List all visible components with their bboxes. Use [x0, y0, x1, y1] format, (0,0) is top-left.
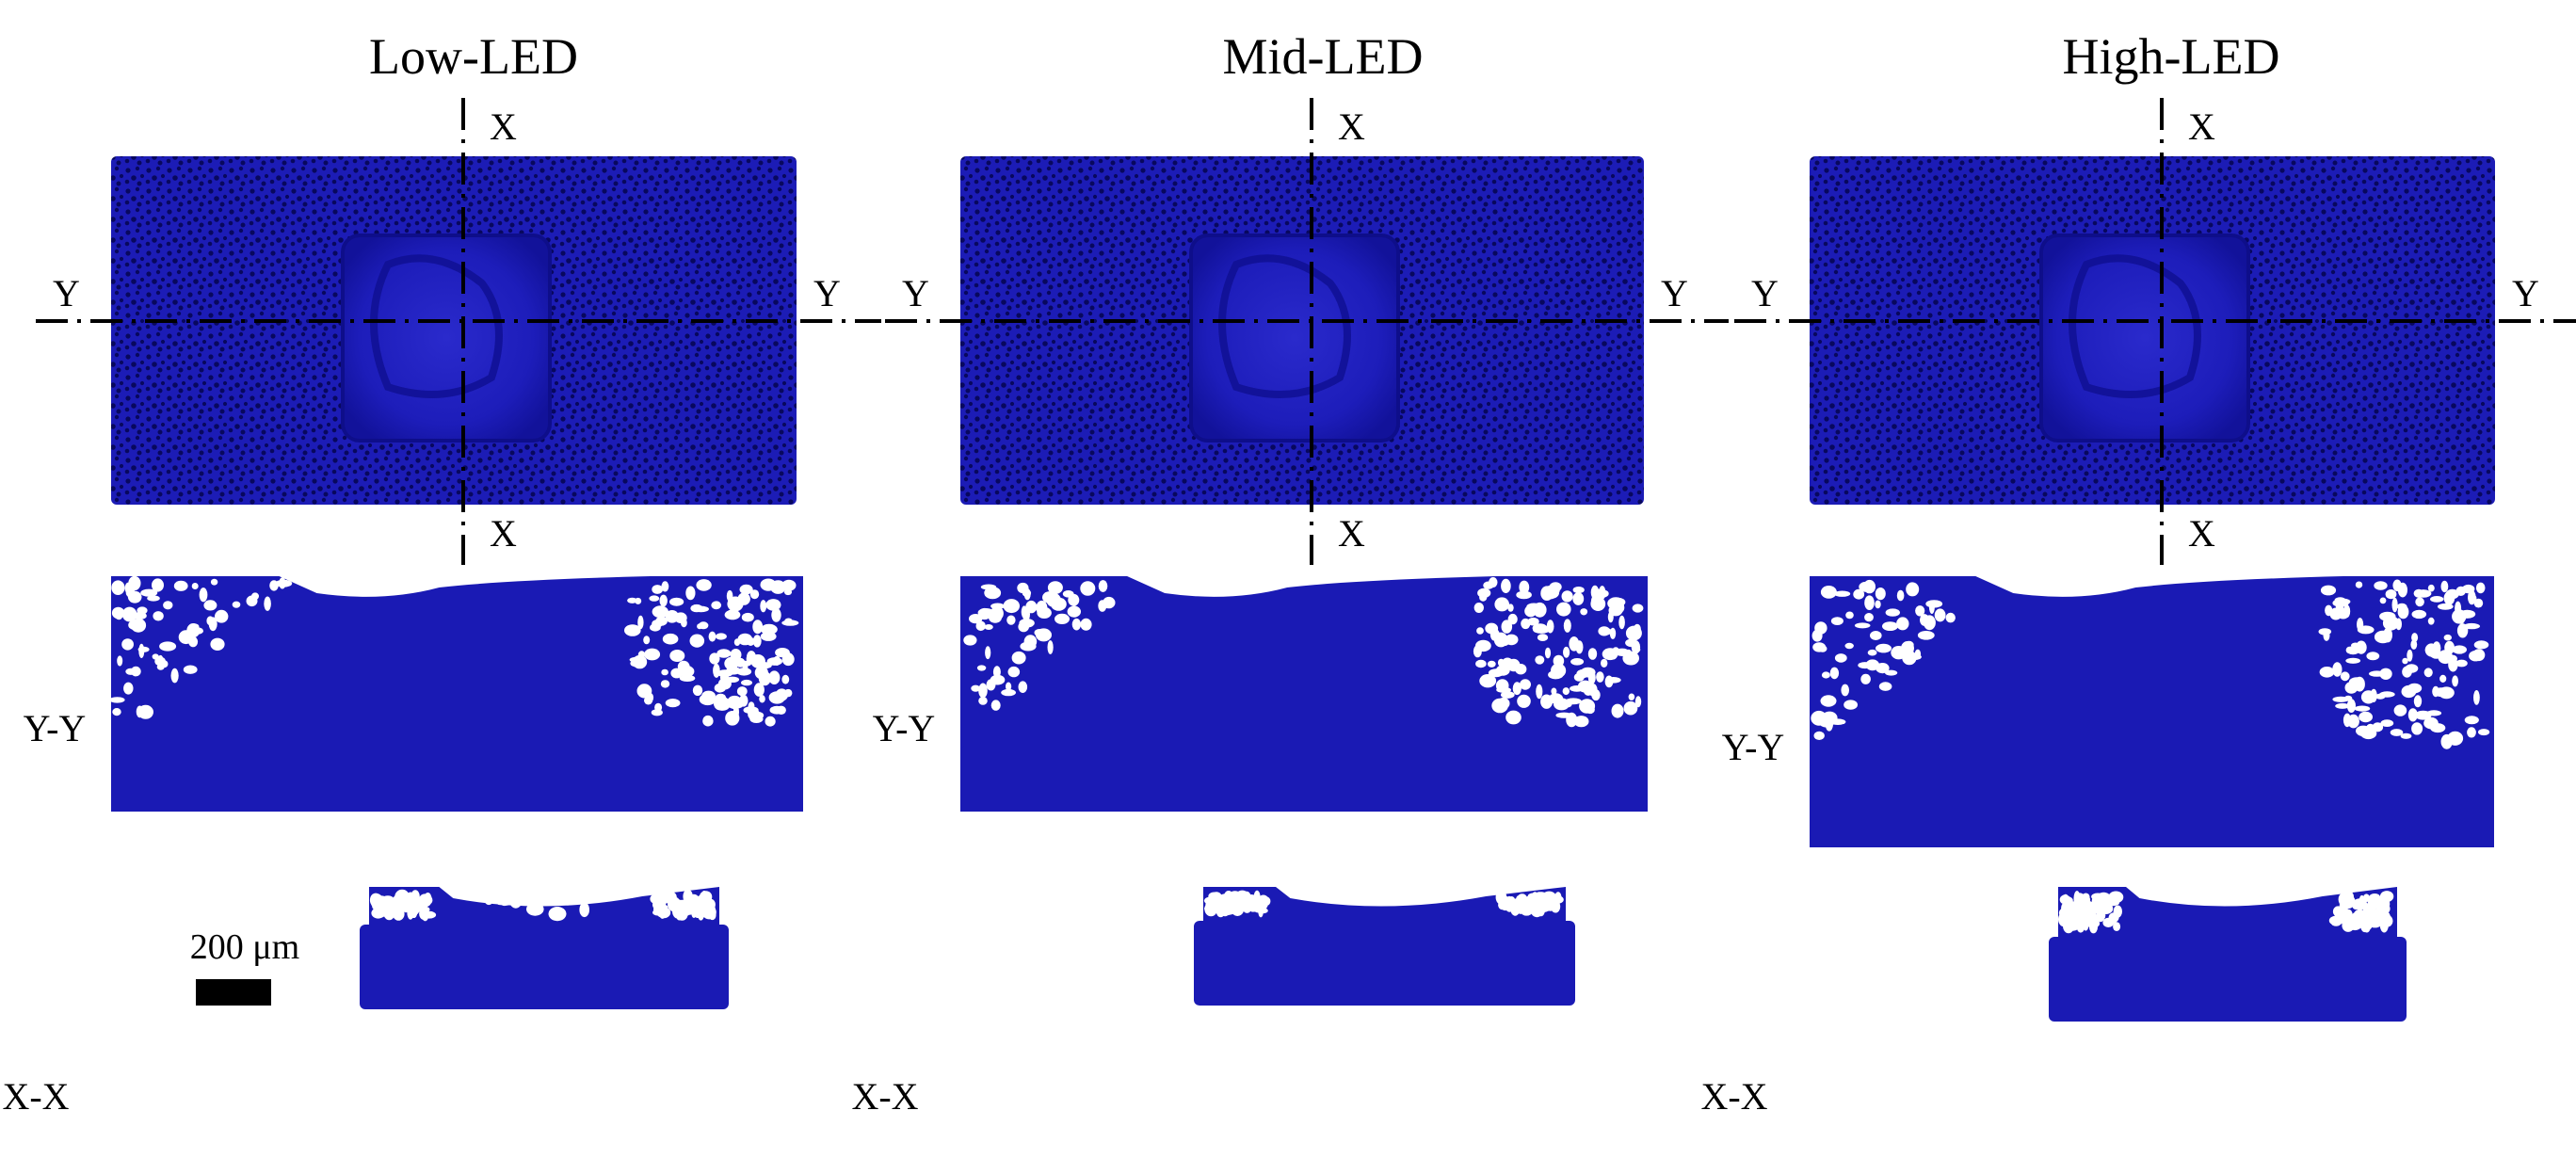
axis-label-y-left: Y — [902, 272, 929, 314]
section-label-yy: Y-Y — [1722, 726, 1785, 768]
section-label-xx: X-X — [1700, 1075, 1767, 1118]
axis-label-x-top: X — [490, 105, 517, 148]
column-title: Low-LED — [369, 28, 578, 85]
scale-bar-line — [196, 979, 271, 1006]
yy-cross-section — [1810, 576, 2494, 847]
column-title: Mid-LED — [1223, 28, 1424, 85]
xx-substrate — [360, 925, 729, 1009]
yy-powder-voids — [963, 577, 1644, 728]
section-label-yy: Y-Y — [873, 707, 936, 749]
xx-powder-voids — [2058, 890, 2394, 934]
melt-ripple — [1218, 254, 1351, 398]
yy-powder-voids — [1811, 579, 2490, 749]
section-label-xx: X-X — [2, 1075, 69, 1118]
xx-cross-section — [2049, 887, 2407, 1022]
yy-cross-section — [960, 576, 1648, 812]
axis-label-x-bottom: X — [2188, 512, 2215, 555]
xx-cross-section — [360, 887, 729, 1009]
panel-low-led: Low-LED X X Y Y Y-Y X-X — [2, 28, 881, 1118]
xx-powder-voids — [369, 889, 716, 922]
xx-substrate — [1194, 921, 1575, 1006]
section-label-xx: X-X — [851, 1075, 918, 1118]
axis-label-x-top: X — [2188, 105, 2215, 148]
yy-substrate — [111, 746, 803, 812]
xx-powder-voids — [1203, 890, 1564, 918]
melt-ripple — [2069, 254, 2201, 398]
axis-label-y-left: Y — [53, 272, 80, 314]
panel-high-led: High-LED X X Y Y Y-Y X-X — [1700, 28, 2576, 1118]
xx-substrate — [2049, 937, 2407, 1022]
axis-label-y-left: Y — [1751, 272, 1779, 314]
yy-cross-section — [109, 575, 803, 812]
panel-mid-led: Mid-LED X X Y Y Y-Y X-X — [851, 28, 1729, 1118]
column-title: High-LED — [2063, 28, 2280, 85]
scale-bar-label: 200 μm — [190, 927, 299, 967]
axis-label-y-right: Y — [813, 272, 841, 314]
axis-label-x-bottom: X — [1338, 512, 1365, 555]
scale-bar: 200 μm — [190, 927, 299, 1006]
axis-label-x-top: X — [1338, 105, 1365, 148]
axis-label-y-right: Y — [2512, 272, 2539, 314]
yy-substrate — [960, 746, 1648, 812]
section-label-yy: Y-Y — [24, 707, 87, 749]
melt-ripple — [370, 254, 503, 398]
axis-label-x-bottom: X — [490, 512, 517, 555]
yy-powder-voids — [109, 575, 799, 727]
xx-cross-section — [1194, 887, 1575, 1006]
yy-substrate — [1810, 765, 2494, 847]
axis-label-y-right: Y — [1661, 272, 1688, 314]
